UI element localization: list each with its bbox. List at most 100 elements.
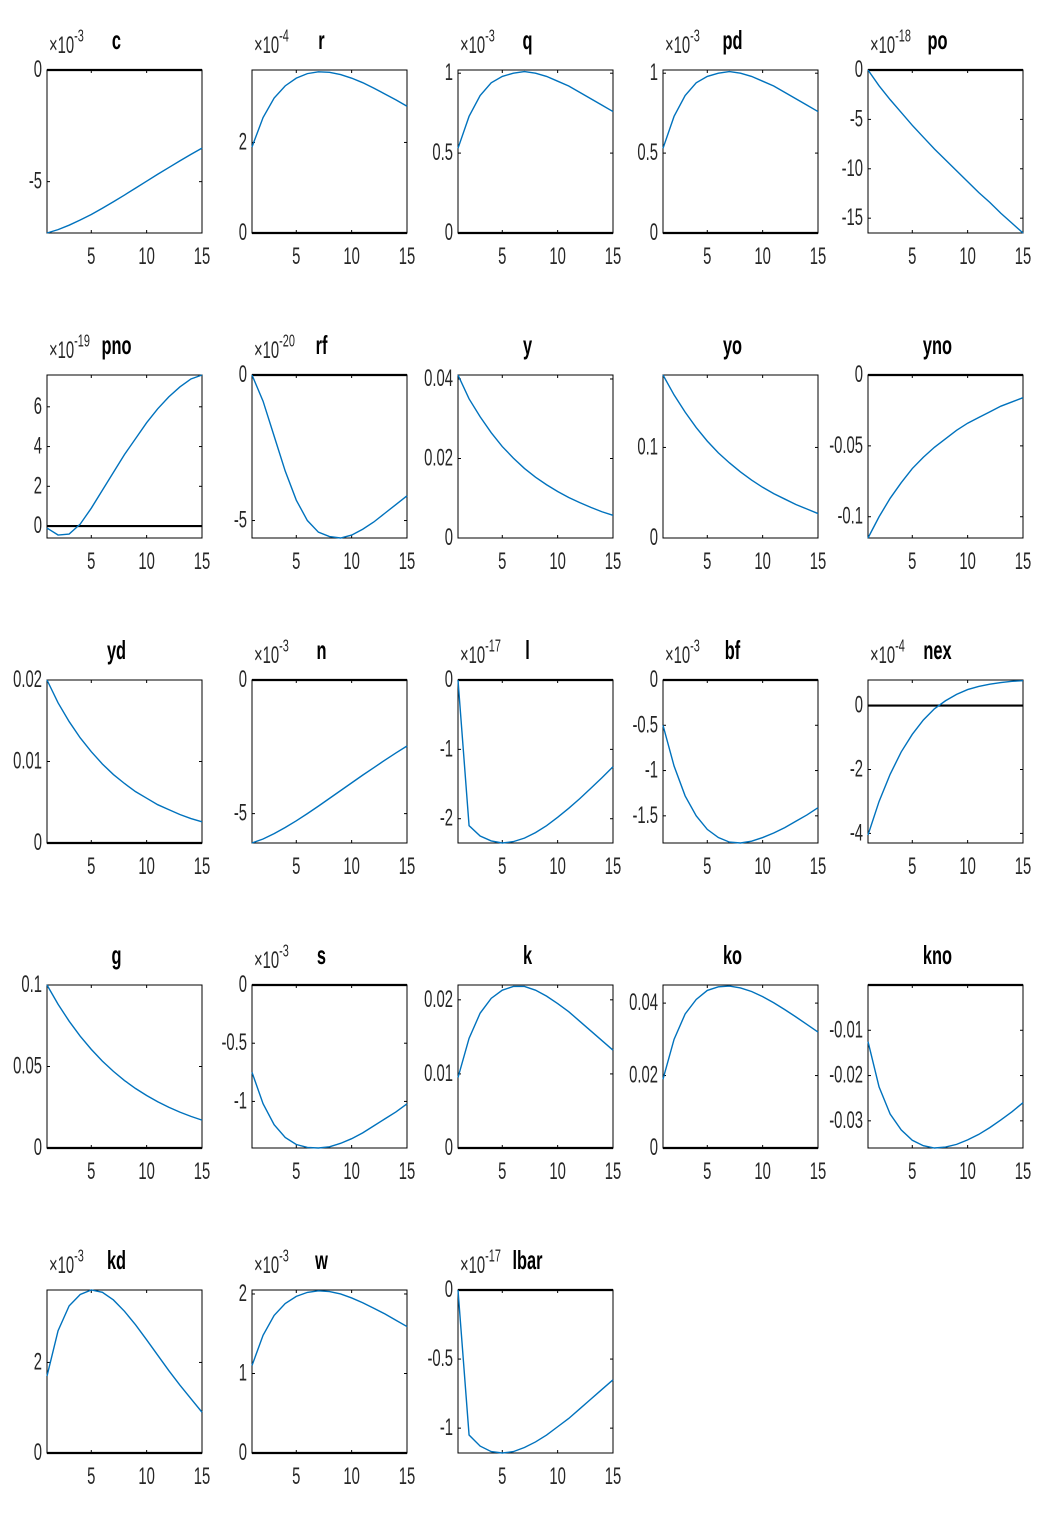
x-tick-label: 15 — [605, 1464, 621, 1490]
x-tick-label: 5 — [703, 1159, 711, 1185]
subplot-title-po: po — [927, 25, 947, 55]
x-tick-label: 15 — [399, 244, 415, 270]
axes-box-k — [457, 984, 614, 1149]
x-tick-label: 10 — [959, 1159, 975, 1185]
subplot-l: 5 10 15 -2 -1 0 ×10-17 l — [440, 635, 621, 880]
y-tick-label: 0.05 — [13, 1053, 42, 1079]
scale-exponent-lbar: ×10-17 — [460, 1247, 501, 1279]
x-tick-label: 15 — [399, 854, 415, 880]
scale-exponent-kd: ×10-3 — [49, 1247, 84, 1279]
x-tick-label: 10 — [959, 549, 975, 575]
y-tick-label: -0.5 — [632, 712, 658, 738]
y-tick-label: -0.03 — [829, 1107, 863, 1133]
y-tick-label: 0 — [445, 1277, 453, 1303]
x-tick-label: 5 — [498, 549, 506, 575]
subplot-title-n: n — [316, 635, 326, 665]
axes-box-l — [457, 679, 614, 844]
x-tick-label: 5 — [498, 244, 506, 270]
y-tick-label: 0 — [650, 667, 658, 693]
subplot-title-pno: pno — [102, 330, 132, 360]
subplot-k: 5 10 15 0 0.01 0.02 k — [424, 940, 621, 1185]
y-tick-label: 0 — [34, 513, 42, 539]
scale-exponent-s: ×10-3 — [254, 942, 289, 974]
series-line-c — [46, 147, 203, 234]
subplot-bf: 5 10 15 -1.5 -1 -0.5 0 ×10-3 bf — [632, 635, 826, 880]
x-tick-label: 5 — [703, 854, 711, 880]
x-tick-label: 10 — [549, 1159, 565, 1185]
x-tick-label: 10 — [343, 549, 359, 575]
subplot-pd: 5 10 15 0 0.5 1 ×10-3 pd — [637, 25, 826, 270]
x-tick-label: 10 — [549, 549, 565, 575]
y-tick-label: 0.01 — [13, 748, 42, 774]
x-tick-label: 15 — [399, 1464, 415, 1490]
x-tick-label: 5 — [87, 244, 95, 270]
x-tick-label: 10 — [549, 1464, 565, 1490]
x-tick-label: 15 — [194, 1464, 210, 1490]
x-tick-label: 5 — [498, 854, 506, 880]
axes-box-ko — [662, 984, 819, 1149]
x-tick-label: 10 — [754, 549, 770, 575]
axes-box-pno — [46, 374, 203, 539]
y-tick-label: 0 — [239, 667, 247, 693]
x-tick-label: 10 — [343, 1159, 359, 1185]
x-tick-label: 15 — [605, 549, 621, 575]
series-line-lbar — [457, 1289, 614, 1454]
x-tick-label: 10 — [343, 1464, 359, 1490]
x-tick-label: 5 — [908, 854, 916, 880]
series-line-bf — [662, 725, 819, 844]
y-tick-label: 1 — [445, 60, 453, 86]
subplot-title-lbar: lbar — [512, 1245, 542, 1275]
series-line-yo — [662, 374, 819, 515]
subplot-lbar: 5 10 15 -1 -0.5 0 ×10-17 lbar — [427, 1245, 621, 1490]
y-tick-label: 4 — [34, 433, 42, 459]
y-tick-label: 0 — [239, 220, 247, 246]
subplot-title-rf: rf — [316, 330, 328, 360]
y-tick-label: 0 — [239, 362, 247, 388]
subplot-title-pd: pd — [722, 25, 742, 55]
subplot-pno: 5 10 15 0 2 4 6 ×10-19 pno — [34, 330, 210, 575]
subplot-n: 5 10 15 -5 0 ×10-3 n — [234, 635, 415, 880]
series-line-s — [251, 1072, 408, 1149]
y-tick-label: -5 — [29, 168, 42, 194]
x-tick-label: 15 — [194, 549, 210, 575]
x-tick-label: 15 — [194, 854, 210, 880]
x-tick-label: 10 — [343, 244, 359, 270]
axes-box-lbar — [457, 1289, 614, 1454]
y-tick-label: 0 — [855, 362, 863, 388]
series-line-rf — [251, 374, 408, 539]
y-tick-label: 2 — [239, 1281, 247, 1307]
series-line-w — [251, 1290, 408, 1366]
x-tick-label: 10 — [754, 1159, 770, 1185]
y-tick-label: -1 — [440, 736, 453, 762]
series-line-yd — [46, 679, 203, 823]
series-line-y — [457, 374, 614, 517]
subplot-rf: 5 10 15 -5 0 ×10-20 rf — [234, 330, 415, 575]
x-tick-label: 5 — [292, 1464, 300, 1490]
y-tick-label: 0 — [445, 1135, 453, 1161]
subplot-kd: 5 10 15 0 2 ×10-3 kd — [34, 1245, 210, 1490]
y-tick-label: 1 — [239, 1360, 247, 1386]
series-line-ko — [662, 985, 819, 1080]
series-line-k — [457, 985, 614, 1078]
y-tick-label: -0.5 — [221, 1030, 247, 1056]
x-tick-label: 15 — [399, 1159, 415, 1185]
scale-exponent-nex: ×10-4 — [870, 637, 905, 669]
series-line-pno — [46, 374, 203, 536]
subplot-title-s: s — [317, 940, 326, 970]
subplot-title-c: c — [112, 25, 121, 55]
x-tick-label: 15 — [810, 854, 826, 880]
subplot-title-kd: kd — [107, 1245, 126, 1275]
subplot-title-l: l — [525, 635, 530, 665]
subplot-s: 5 10 15 -1 -0.5 0 ×10-3 s — [221, 940, 415, 1185]
y-tick-label: 0 — [650, 220, 658, 246]
axes-box-g — [46, 984, 203, 1149]
subplot-title-ko: ko — [723, 940, 742, 970]
y-tick-label: -5 — [234, 507, 247, 533]
y-tick-label: -0.05 — [829, 432, 863, 458]
scale-exponent-po: ×10-18 — [870, 27, 911, 59]
x-tick-label: 10 — [138, 549, 154, 575]
series-line-q — [457, 70, 614, 149]
axes-box-bf — [662, 679, 819, 844]
subplot-ko: 5 10 15 0 0.02 0.04 ko — [629, 940, 826, 1185]
x-tick-label: 10 — [754, 854, 770, 880]
